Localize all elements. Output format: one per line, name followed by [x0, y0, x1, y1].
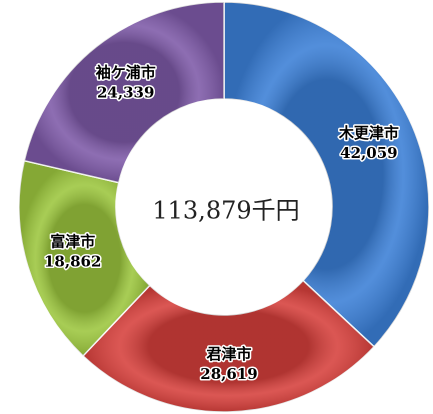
segment-value: 18,862	[44, 253, 101, 271]
center-label: 113,879千円	[152, 197, 299, 225]
segment-value: 42,059	[340, 144, 397, 162]
segment-label: 君津市	[206, 345, 251, 363]
segment-label: 富津市	[50, 233, 95, 251]
segment-label: 袖ケ浦市	[96, 63, 156, 81]
segment	[223, 1, 430, 348]
segment-value: 24,339	[97, 83, 154, 101]
segment-value: 28,619	[200, 365, 257, 383]
segment-label: 木更津市	[338, 124, 399, 142]
